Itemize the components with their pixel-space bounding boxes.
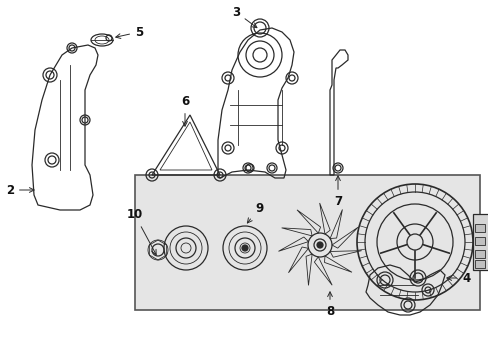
Bar — [474, 260, 484, 268]
Text: 8: 8 — [325, 292, 333, 318]
Text: 3: 3 — [231, 5, 256, 28]
Circle shape — [316, 242, 323, 248]
Circle shape — [242, 245, 247, 251]
Text: 1: 1 — [0, 359, 1, 360]
Text: 7: 7 — [333, 176, 342, 208]
Text: 5: 5 — [116, 26, 143, 39]
Bar — [474, 250, 484, 258]
Text: 9: 9 — [247, 202, 263, 223]
Text: 10: 10 — [126, 208, 156, 255]
Bar — [474, 224, 484, 232]
Text: 2: 2 — [6, 184, 34, 197]
Text: 4: 4 — [446, 271, 469, 284]
Bar — [472, 214, 488, 270]
Bar — [474, 237, 484, 245]
Text: 6: 6 — [181, 95, 189, 126]
Bar — [135, 175, 479, 310]
